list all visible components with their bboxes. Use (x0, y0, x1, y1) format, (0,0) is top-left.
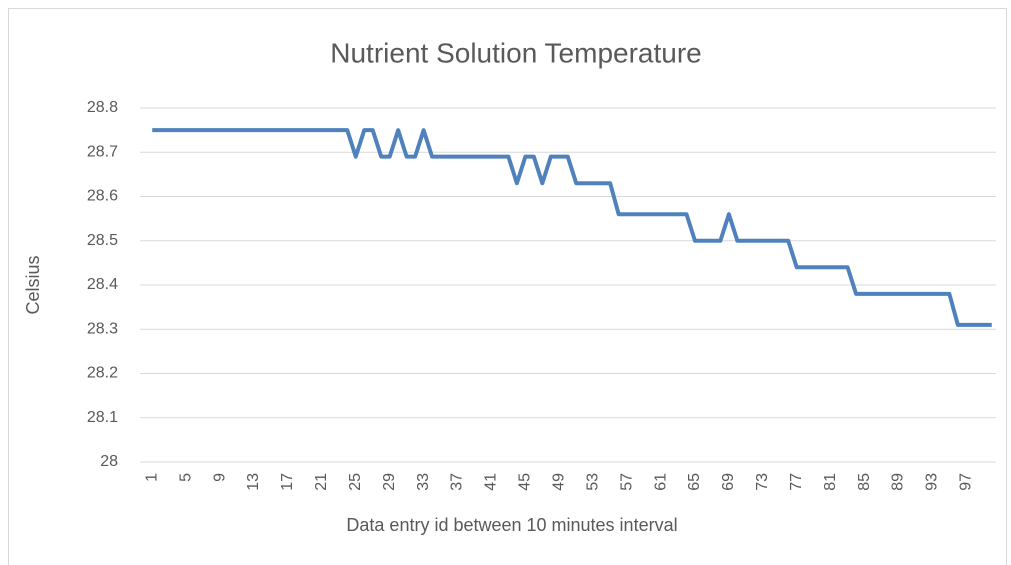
x-tick-label: 57 (618, 473, 635, 491)
x-tick-label: 25 (347, 473, 364, 491)
x-tick-label: 37 (449, 473, 466, 491)
x-tick-label: 65 (686, 473, 703, 491)
x-tick-label: 69 (720, 473, 737, 491)
data-line (152, 128, 992, 327)
x-axis-label: Data entry id between 10 minutes interva… (346, 515, 677, 535)
x-tick-label: 93 (924, 473, 941, 491)
x-tick-label: 73 (754, 473, 771, 491)
x-tick-label: 81 (822, 473, 839, 491)
x-tick-label: 1 (143, 473, 160, 482)
x-tick-label: 29 (381, 473, 398, 491)
y-tick-label: 28.6 (87, 188, 118, 205)
x-tick-label: 85 (856, 473, 873, 491)
x-tick-label: 33 (415, 473, 432, 491)
x-tick-label: 53 (584, 473, 601, 491)
x-tick-label: 17 (279, 473, 296, 491)
y-tick-label: 28.4 (87, 276, 118, 293)
chart-frame (8, 8, 1007, 565)
y-tick-label: 28.5 (87, 232, 118, 249)
x-tick-label: 49 (550, 473, 567, 491)
y-tick-label: 28.7 (87, 143, 118, 160)
x-tick-label: 9 (211, 473, 228, 482)
x-tick-label: 5 (177, 473, 194, 482)
x-tick-label: 97 (958, 473, 975, 491)
y-tick-label: 28.8 (87, 99, 118, 116)
y-tick-label: 28.2 (87, 365, 118, 382)
y-tick-label: 28.3 (87, 320, 118, 337)
chart-title: Nutrient Solution Temperature (330, 37, 701, 68)
x-tick-label: 77 (788, 473, 805, 491)
x-tick-label: 45 (517, 473, 534, 491)
x-tick-label: 41 (483, 473, 500, 491)
y-tick-label: 28.1 (87, 409, 118, 426)
y-tick-label: 28 (100, 453, 118, 470)
x-tick-label: 61 (652, 473, 669, 491)
x-tick-label: 13 (245, 473, 262, 491)
y-axis-label: Celsius (23, 255, 43, 314)
x-tick-label: 89 (890, 473, 907, 491)
x-tick-label: 21 (313, 473, 330, 491)
